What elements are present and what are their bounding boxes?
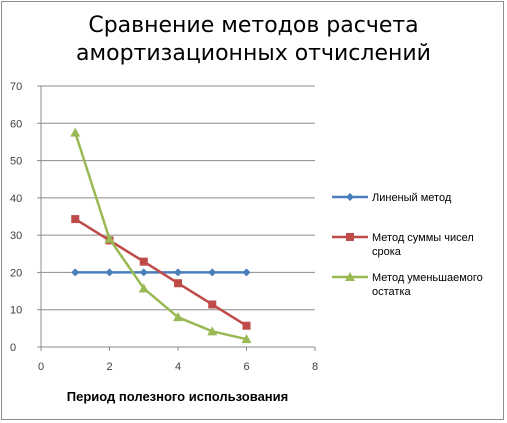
series-line-sum-of-years xyxy=(74,218,248,327)
x-tick-label-2: 2 xyxy=(106,361,112,373)
x-tick-label-4: 4 xyxy=(175,361,181,373)
legend: Линеный метод Метод суммы чисел срока Ме… xyxy=(330,188,505,308)
data-point-linear-4 xyxy=(174,268,182,277)
data-point-declining-balance-5 xyxy=(207,326,218,336)
data-point-sum-of-years-1 xyxy=(71,215,80,224)
data-point-declining-balance-6 xyxy=(241,334,252,344)
y-tick-label-60: 60 xyxy=(10,118,22,130)
x-tick-label-0: 0 xyxy=(38,361,44,373)
x-tick-label-8: 8 xyxy=(312,361,318,373)
data-point-sum-of-years-5 xyxy=(208,300,217,309)
y-tick-label-0: 0 xyxy=(10,342,16,354)
legend-swatch-sum-of-years xyxy=(332,233,368,241)
chart-title-line-1: Сравнение методов расчета xyxy=(88,13,419,38)
legend-label-sum-of-years: Метод суммы чисел срока xyxy=(372,232,474,258)
data-point-declining-balance-1 xyxy=(70,127,81,137)
data-point-sum-of-years-4 xyxy=(174,279,182,288)
data-point-linear-6 xyxy=(242,268,251,277)
data-point-declining-balance-2 xyxy=(104,233,115,243)
legend-item-declining-balance: Метод уменьшаемого остатка xyxy=(330,268,505,308)
series-layer xyxy=(70,127,252,344)
legend-item-linear: Линеный метод xyxy=(330,188,505,228)
y-tick-label-20: 20 xyxy=(10,267,22,279)
data-point-declining-balance-3 xyxy=(138,283,149,293)
y-tick-label-70: 70 xyxy=(10,81,22,93)
data-point-linear-1 xyxy=(71,268,80,277)
legend-label-linear: Линеный метод xyxy=(372,192,452,204)
y-tick-label-50: 50 xyxy=(10,156,22,168)
data-point-linear-3 xyxy=(139,268,148,277)
legend-swatch-declining-balance xyxy=(332,272,368,281)
data-point-declining-balance-4 xyxy=(173,312,183,322)
axes xyxy=(37,85,316,351)
chart-title-line-2: амортизационных отчислений xyxy=(76,41,431,66)
data-point-sum-of-years-3 xyxy=(139,257,148,266)
legend-item-sum-of-years: Метод суммы чисел срока xyxy=(330,228,505,268)
data-point-linear-2 xyxy=(105,268,114,277)
y-tick-label-10: 10 xyxy=(10,305,22,317)
grid-lines xyxy=(41,85,315,311)
data-point-linear-5 xyxy=(208,268,217,277)
legend-label-declining-balance: Метод уменьшаемого остатка xyxy=(372,272,483,298)
series-line-declining-balance xyxy=(74,132,247,341)
y-tick-label-40: 40 xyxy=(10,193,22,205)
y-tick-label-30: 30 xyxy=(10,230,22,242)
tick-labels: 0 10 20 30 40 50 60 70 0 2 4 6 8 xyxy=(10,81,318,373)
x-axis-label: Период полезного использования xyxy=(66,389,289,404)
chart-title: Сравнение методов расчета амортизационны… xyxy=(0,12,507,68)
data-point-sum-of-years-6 xyxy=(242,321,251,330)
legend-swatch-linear xyxy=(332,193,368,201)
x-tick-label-6: 6 xyxy=(243,361,249,373)
